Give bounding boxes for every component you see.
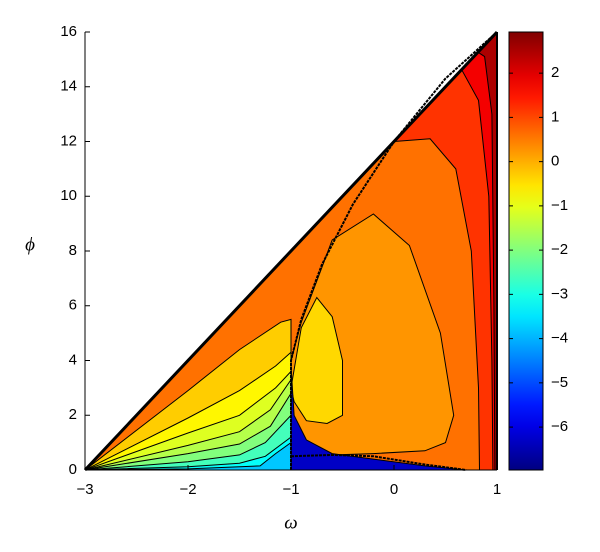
colorbar-tick-label: 0 bbox=[551, 153, 559, 170]
x-axis-label: ω bbox=[284, 512, 297, 533]
contour-region bbox=[290, 296, 343, 425]
y-tick-label: 14 bbox=[60, 78, 77, 95]
y-tick-label: 16 bbox=[60, 23, 77, 40]
y-axis-label: ϕ bbox=[25, 234, 35, 255]
x-tick-label: −2 bbox=[179, 481, 196, 498]
boundary-line bbox=[290, 31, 498, 470]
colorbar-tick-label: −1 bbox=[551, 197, 568, 214]
boundary-line bbox=[290, 453, 467, 471]
colorbar bbox=[508, 31, 544, 471]
colorbar-tick-label: 2 bbox=[551, 64, 559, 81]
colorbar-tick-label: −2 bbox=[551, 241, 568, 258]
y-tick-label: 12 bbox=[60, 132, 77, 149]
x-tick-label: −1 bbox=[282, 481, 299, 498]
y-tick-label: 4 bbox=[69, 351, 77, 368]
colorbar-tick-label: −3 bbox=[551, 285, 568, 302]
x-tick-label: 1 bbox=[493, 481, 501, 498]
contour-region bbox=[475, 32, 497, 470]
contour-region bbox=[362, 32, 497, 470]
domain-edge bbox=[83, 30, 499, 472]
y-tick-label: 10 bbox=[60, 187, 77, 204]
y-tick-label: 6 bbox=[69, 297, 77, 314]
contour-region bbox=[85, 414, 292, 470]
colorbar-tick-label: 1 bbox=[551, 108, 559, 125]
colorbar-tick-label: −5 bbox=[551, 374, 568, 391]
x-tick-label: 0 bbox=[390, 481, 398, 498]
colorbar-tick-label: −4 bbox=[551, 330, 568, 347]
y-tick-label: 8 bbox=[69, 242, 77, 259]
y-tick-label: 2 bbox=[69, 406, 77, 423]
contour-region bbox=[85, 391, 292, 470]
x-tick-label: −3 bbox=[76, 481, 93, 498]
y-tick-label: 0 bbox=[69, 461, 77, 478]
colorbar-tick-label: −6 bbox=[551, 418, 568, 435]
